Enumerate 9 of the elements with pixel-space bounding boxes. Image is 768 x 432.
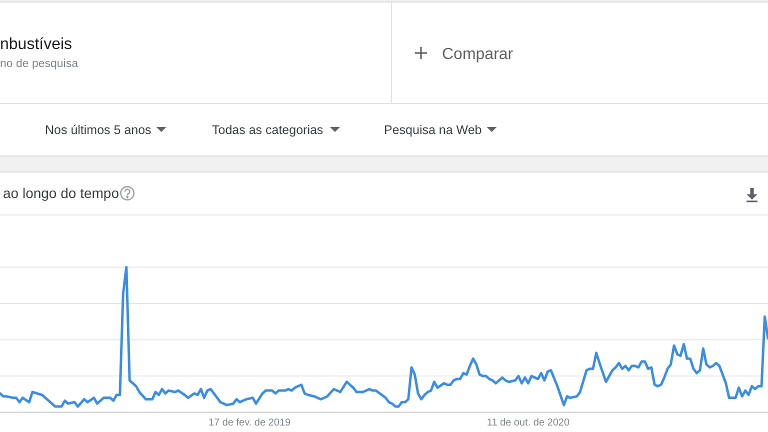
text: nbustíveis [0, 36, 72, 53]
text: Todas as categorias [212, 123, 324, 137]
chart-title: ao longo do tempo [3, 185, 120, 201]
text: no de pesquisa [0, 58, 79, 70]
x-tick-label: 11 de out. de 2020 [486, 417, 570, 428]
text: Nos últimos 5 anos [45, 123, 152, 137]
text: Pesquisa na Web [384, 123, 482, 137]
text: Comparar [442, 46, 514, 63]
x-tick-label: 17 de fev. de 2019 [208, 417, 292, 428]
